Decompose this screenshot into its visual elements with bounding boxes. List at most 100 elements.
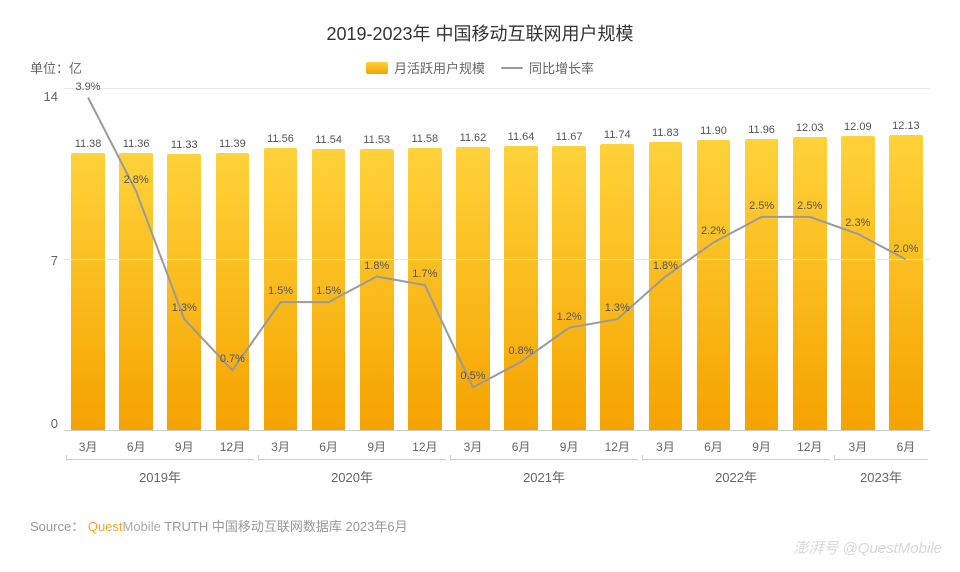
month-label: 3月 [64, 438, 112, 459]
bar-rect [552, 146, 586, 430]
month-label: 9月 [545, 438, 593, 459]
unit-label: 单位：亿 [30, 58, 82, 77]
bar-rect [697, 140, 731, 430]
pct-label: 1.3% [605, 302, 630, 314]
bar-rect [456, 147, 490, 430]
bar-value-label: 12.13 [892, 120, 920, 132]
month-label: 9月 [353, 438, 401, 459]
month-label: 6月 [689, 438, 737, 459]
bar-value-label: 11.39 [219, 138, 246, 150]
bar-14: 11.96 [738, 89, 786, 430]
bar-rect [504, 146, 538, 430]
source-brand: QuestMobile [88, 519, 161, 534]
bar-value-label: 11.56 [267, 133, 294, 145]
bar-10: 11.67 [545, 89, 593, 430]
chart-title: 2019-2023年 中国移动互联网用户规模 [30, 20, 930, 46]
bar-rect [889, 135, 923, 430]
y-axis-labels: 1470 [30, 89, 58, 431]
pct-label: 2.5% [797, 200, 822, 212]
pct-label: 0.8% [509, 345, 534, 357]
year-label: 2019年 [66, 459, 254, 486]
pct-label: 0.5% [460, 371, 485, 383]
bar-17: 12.13 [882, 89, 930, 430]
bar-value-label: 11.38 [75, 138, 102, 150]
pct-label: 1.7% [412, 268, 437, 280]
x-axis-months: 3月6月9月12月3月6月9月12月3月6月9月12月3月6月9月12月3月6月 [64, 433, 930, 459]
month-label: 6月 [497, 438, 545, 459]
pct-label: 2.5% [749, 200, 774, 212]
bar-value-label: 11.83 [652, 127, 679, 139]
bar-value-label: 11.58 [411, 133, 438, 145]
legend-bar-swatch [366, 62, 388, 74]
legend-line: 同比增长率 [501, 58, 594, 77]
pct-label: 2.0% [893, 243, 918, 255]
year-label: 2023年 [834, 459, 928, 486]
bar-5: 11.54 [305, 89, 353, 430]
pct-label: 1.8% [653, 260, 678, 272]
source-prefix: Source： [30, 519, 84, 534]
header-row: 单位：亿 月活跃用户规模 同比增长率 [30, 58, 930, 77]
month-label: 3月 [641, 438, 689, 459]
pct-label: 1.5% [268, 285, 293, 297]
month-label: 3月 [834, 438, 882, 459]
chart-area: 1470 11.38 11.36 11.33 11.39 11.56 11.54 11.53… [30, 89, 930, 459]
bar-15: 12.03 [786, 89, 834, 430]
bar-rect [745, 139, 779, 430]
pct-label: 0.7% [220, 354, 245, 366]
month-label: 3月 [256, 438, 304, 459]
bar-1: 11.36 [112, 89, 160, 430]
month-label: 6月 [882, 438, 930, 459]
bar-rect [216, 153, 250, 430]
bar-value-label: 11.62 [460, 132, 487, 144]
bar-rect [119, 153, 153, 430]
bar-11: 11.74 [593, 89, 641, 430]
bar-rect [71, 153, 105, 430]
month-label: 3月 [449, 438, 497, 459]
bar-7: 11.58 [401, 89, 449, 430]
bar-value-label: 11.74 [604, 129, 631, 141]
legend-line-swatch [501, 67, 523, 69]
bar-value-label: 11.67 [556, 131, 583, 143]
bar-rect [360, 149, 394, 430]
year-label: 2021年 [450, 459, 638, 486]
watermark: 澎湃号 @QuestMobile [793, 537, 942, 558]
pct-label: 1.2% [557, 311, 582, 323]
month-label: 12月 [593, 438, 641, 459]
bar-value-label: 11.64 [508, 131, 535, 143]
pct-label: 1.3% [172, 302, 197, 314]
month-label: 9月 [160, 438, 208, 459]
bar-value-label: 11.90 [700, 125, 727, 137]
bar-16: 12.09 [834, 89, 882, 430]
bar-3: 11.39 [208, 89, 256, 430]
bar-value-label: 12.03 [796, 122, 824, 134]
source-rest: TRUTH 中国移动互联网数据库 2023年6月 [161, 519, 408, 534]
year-label: 2020年 [258, 459, 446, 486]
pct-label: 1.8% [364, 260, 389, 272]
plot-area: 11.38 11.36 11.33 11.39 11.56 11.54 11.53 11.58… [64, 89, 930, 431]
month-label: 6月 [305, 438, 353, 459]
bar-value-label: 11.54 [315, 134, 342, 146]
bar-13: 11.90 [689, 89, 737, 430]
bar-rect [793, 137, 827, 430]
bar-9: 11.64 [497, 89, 545, 430]
x-axis-years: 2019年2020年2021年2022年2023年 [64, 459, 930, 486]
bars-group: 11.38 11.36 11.33 11.39 11.56 11.54 11.53 11.58… [64, 89, 930, 430]
pct-label: 2.8% [124, 174, 149, 186]
bar-rect [649, 142, 683, 430]
bar-0: 11.38 [64, 89, 112, 430]
pct-label: 2.3% [845, 217, 870, 229]
bar-value-label: 12.09 [844, 121, 872, 133]
bar-4: 11.56 [256, 89, 304, 430]
bar-value-label: 11.53 [363, 134, 390, 146]
month-label: 12月 [208, 438, 256, 459]
bar-rect [841, 136, 875, 430]
bar-2: 11.33 [160, 89, 208, 430]
month-label: 12月 [786, 438, 834, 459]
brand-mobile: Mobile [123, 519, 161, 534]
legend-line-label: 同比增长率 [529, 58, 594, 77]
bar-rect [167, 154, 201, 430]
month-label: 6月 [112, 438, 160, 459]
bar-value-label: 11.33 [171, 139, 198, 151]
bar-value-label: 11.96 [748, 124, 775, 136]
legend: 月活跃用户规模 同比增长率 [366, 58, 594, 77]
